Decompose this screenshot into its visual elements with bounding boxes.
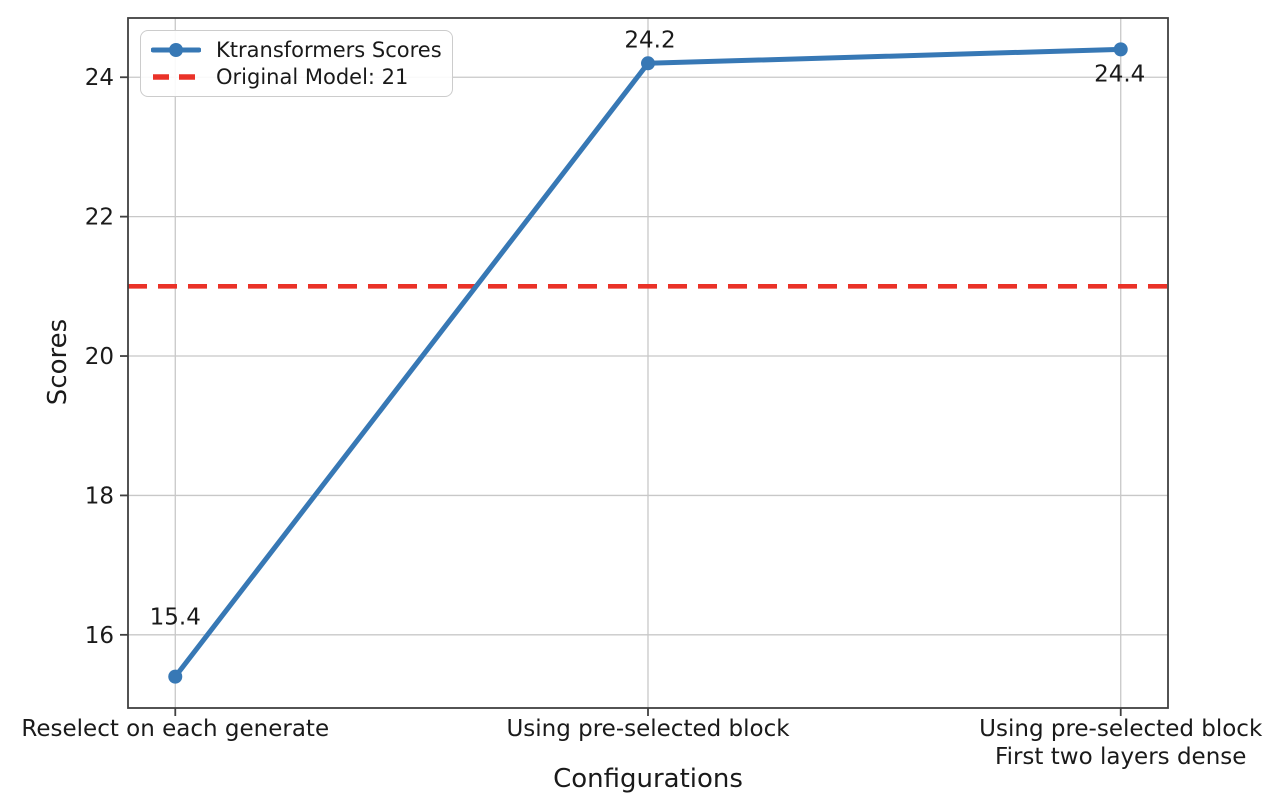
data-label-layer: 15.4 24.2 24.4 (150, 27, 1146, 630)
x-tick-label: Using pre-selected block (506, 716, 790, 742)
y-tick-label: 20 (85, 344, 114, 370)
y-tick-label: 18 (85, 483, 114, 509)
x-tick-label: Reselect on each generate (21, 716, 329, 742)
legend-series-marker (169, 42, 183, 57)
x-tick-label-line: Using pre-selected block (979, 716, 1263, 742)
y-tick-label: 22 (85, 205, 114, 231)
y-tick-label: 24 (85, 65, 114, 91)
series-line-sample-icon (151, 42, 201, 57)
reference-dash-sample-icon (153, 74, 199, 80)
axes-layer (120, 17, 1169, 716)
legend-item-reference: Original Model: 21 (151, 64, 440, 90)
series-layer (168, 42, 1128, 684)
x-axis-title: Configurations (553, 764, 743, 794)
legend-item-series: Ktransformers Scores (151, 37, 442, 63)
tick-label-layer: 16 18 20 22 24 Reselect on each generate Using… (21, 65, 1263, 770)
x-tick-label-line: First two layers dense (995, 744, 1246, 770)
y-tick-label: 16 (85, 623, 114, 649)
grid-layer (128, 18, 1168, 708)
data-point-marker (1113, 42, 1128, 57)
legend-label-reference: Original Model: 21 (216, 65, 409, 90)
legend: Ktransformers Scores Original Model: 21 (140, 30, 453, 97)
x-tick-label: Using pre-selected block First two layers… (979, 716, 1263, 770)
data-point-marker (168, 669, 183, 684)
y-axis-title: Scores (43, 318, 73, 406)
x-tick-label-line: Reselect on each generate (21, 716, 329, 742)
data-point-marker (641, 56, 655, 71)
data-point-label: 15.4 (150, 605, 201, 631)
x-tick-label-line: Using pre-selected block (506, 716, 790, 742)
legend-label-series: Ktransformers Scores (216, 37, 442, 62)
data-point-label: 24.2 (624, 27, 675, 53)
data-point-label: 24.4 (1094, 61, 1145, 87)
